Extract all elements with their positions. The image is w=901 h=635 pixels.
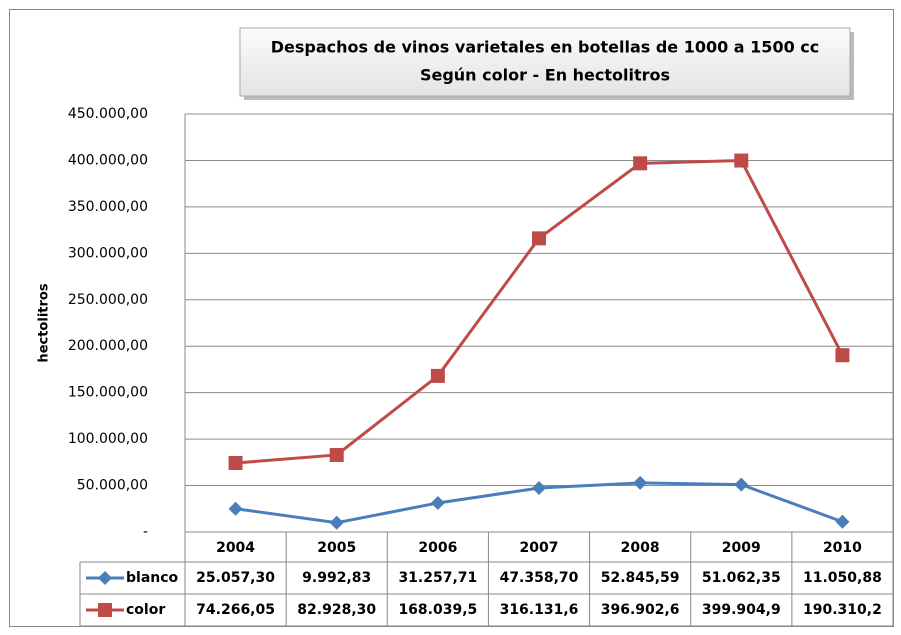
legend-label: color [126,602,165,618]
marker [532,481,546,496]
marker [228,501,243,516]
table-value: 52.845,59 [601,570,680,586]
marker [734,477,749,492]
table-value: 51.062,35 [702,570,781,586]
table-value: 11.050,88 [803,570,882,586]
y-tick-label: - [143,524,148,540]
chart-frame [9,9,894,627]
x-tick-label: 2006 [418,540,457,556]
marker [329,447,344,462]
table-value: 316.131,6 [500,602,579,618]
x-tick-label: 2009 [722,540,761,556]
x-tick-label: 2007 [520,540,559,556]
chart-subtitle: Según color - En hectolitros [420,66,670,85]
table-value: 82.928,30 [297,602,376,618]
legend-label: blanco [126,570,179,586]
marker [835,348,850,363]
marker [835,514,850,529]
marker [633,475,648,490]
y-tick-label: 150.000,00 [68,385,148,401]
y-tick-label: 450.000,00 [68,106,148,122]
y-tick-label: 400.000,00 [68,152,148,168]
legend-marker [98,571,112,585]
y-tick-label: 350.000,00 [68,199,148,215]
table-value: 9.992,83 [302,570,371,586]
legend-marker [98,603,112,617]
y-tick-label: 50.000,00 [77,478,148,494]
title-box [239,27,851,97]
x-tick-label: 2005 [317,540,356,556]
chart-title: Despachos de vinos varietales en botella… [271,38,820,57]
marker [532,231,546,246]
x-tick-label: 2004 [216,540,255,556]
table-value: 396.902,6 [601,602,680,618]
table-value: 47.358,70 [500,570,579,586]
x-tick-label: 2008 [621,540,660,556]
y-tick-label: 100.000,00 [68,431,148,447]
marker [228,456,243,471]
y-tick-label: 200.000,00 [68,338,148,354]
marker [633,156,648,171]
marker [430,368,445,383]
marker [734,153,749,168]
y-tick-label: 250.000,00 [68,292,148,308]
table-value: 25.057,30 [196,570,275,586]
marker [329,515,344,530]
table-value: 31.257,71 [398,570,477,586]
table-value: 190.310,2 [803,602,882,618]
x-tick-label: 2010 [823,540,862,556]
table-value: 399.904,9 [702,602,781,618]
y-tick-label: 300.000,00 [68,245,148,261]
table-value: 74.266,05 [196,602,275,618]
table-value: 168.039,5 [398,602,477,618]
y-axis-label: hectolitros [37,283,52,362]
marker [430,495,445,510]
